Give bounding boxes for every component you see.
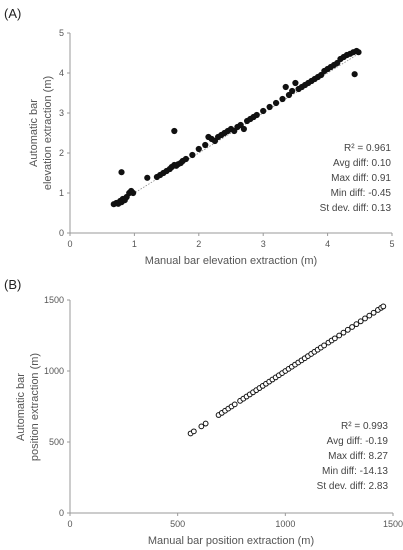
panel-a-point [279,95,286,103]
panel-a-x-tick-label: 2 [196,239,201,249]
panel-a-y-tick-label: 2 [59,148,64,158]
panel-a-stats: R² = 0.961 Avg diff: 0.10 Max diff: 0.91… [320,143,392,214]
panel-b-stats: R² = 0.993 Avg diff: -0.19 Max diff: 8.2… [317,421,389,492]
panel-b-x-tick-label: 1000 [275,519,295,529]
panel-a-max-diff: Max diff: 0.91 [331,173,391,184]
panel-b-point [362,315,368,322]
panel-a-y-tick-label: 3 [59,108,64,118]
panel-b-point [198,423,205,430]
panel-b-point [190,428,197,435]
panel-a-point [202,141,209,149]
panel-b-x-tick-label: 500 [170,519,185,529]
panel-b-point [353,321,360,328]
panel-a-x-title: Manual bar elevation extraction (m) [145,255,317,267]
panel-b-y-tick-label: 1500 [44,295,64,305]
panel-b-max-diff: Max diff: 8.27 [328,451,388,462]
panel-b-y-tick-label: 500 [49,437,64,447]
panel-b-stdev-diff: St dev. diff: 2.83 [317,481,389,492]
panel-b-r2: R² = 0.993 [341,421,388,432]
panel-b-x-tick-label: 1500 [383,519,403,529]
panel-b-y-title-line2: position extraction (m) [29,353,41,461]
panel-a-label: (A) [4,6,21,21]
panel-a-min-diff: Min diff: -0.45 [331,188,392,199]
panel-a-r2: R² = 0.961 [344,143,391,154]
panel-a-point [285,91,293,99]
panel-a-point [272,99,280,107]
panel-a-point [171,127,178,135]
panel-b-x-title: Manual bar position extraction (m) [148,535,314,547]
panel-a-x-tick-label: 1 [132,239,137,249]
panel-b-label: (B) [4,277,21,292]
panel-a-point [318,71,325,79]
panel-a-point [266,103,273,111]
panel-b-min-diff: Min diff: -14.13 [322,466,388,477]
panel-a-point [231,127,238,135]
panel-b-point [340,329,347,336]
panel-b-y-tick-label: 1000 [44,366,64,376]
panel-b-y-ticks: 0 500 1000 1500 [44,295,70,518]
panel-a-point [130,189,137,197]
panel-b-y-tick-label: 0 [59,508,64,518]
panel-a-y-ticks: 0 1 2 3 4 5 [59,28,70,238]
panel-a-stdev-diff: St dev. diff: 0.13 [320,203,392,214]
panel-a-avg-diff: Avg diff: 0.10 [333,158,391,169]
panel-a-point [253,111,260,119]
panel-a-y-title-line2: elevation extraction (m) [42,76,54,190]
panel-b-point [370,309,377,316]
panel-b-point [349,324,355,330]
panel-a-point [211,137,218,145]
panel-a-point [351,71,358,78]
panel-a-y-title-line1: Automatic bar [28,99,40,167]
panel-b: (B) 0 500 1000 1500 0 500 1000 1500 Manual bar… [4,277,403,547]
panel-b-point [366,312,373,319]
panel-b-x-tick-label: 0 [67,519,72,529]
panel-b-point [344,326,351,333]
panel-a: (A) 0 1 2 3 4 5 0 1 2 3 4 5 Manual bar elevation e… [4,6,395,267]
panel-a-point [289,87,296,95]
panel-b-y-title-line1: Automatic bar [15,373,27,441]
panel-b-avg-diff: Avg diff: -0.19 [327,436,389,447]
panel-a-point [182,155,190,163]
panel-b-point [357,318,364,325]
panel-a-point [240,125,247,133]
panel-a-y-tick-label: 5 [59,28,64,38]
panel-a-x-tick-label: 5 [389,239,394,249]
panel-a-points [110,47,362,208]
panel-a-point [282,83,289,91]
panel-b-point [202,420,209,427]
panel-a-y-tick-label: 0 [59,228,64,238]
panel-a-point [144,174,151,181]
panel-b-point [231,401,238,408]
panel-a-x-tick-label: 0 [67,239,72,249]
panel-a-x-ticks: 0 1 2 3 4 5 [67,233,395,249]
panel-b-point [336,332,343,339]
panel-a-point [355,49,362,56]
panel-b-point [321,342,327,349]
panel-a-point [292,79,299,87]
panel-a-point [189,151,196,159]
panel-a-x-tick-label: 3 [261,239,266,249]
panel-b-x-ticks: 0 500 1000 1500 [67,513,403,529]
panel-b-point [331,335,338,342]
panel-a-y-tick-label: 1 [59,188,64,198]
panel-a-x-tick-label: 4 [325,239,330,249]
panel-a-point [334,59,341,67]
panel-a-point [195,145,202,153]
panel-b-points [187,303,387,437]
panel-a-y-tick-label: 4 [59,68,64,78]
panel-a-point [118,169,125,176]
panel-b-point [380,303,387,310]
panel-a-point [260,107,267,115]
panel-a-point [237,121,244,129]
